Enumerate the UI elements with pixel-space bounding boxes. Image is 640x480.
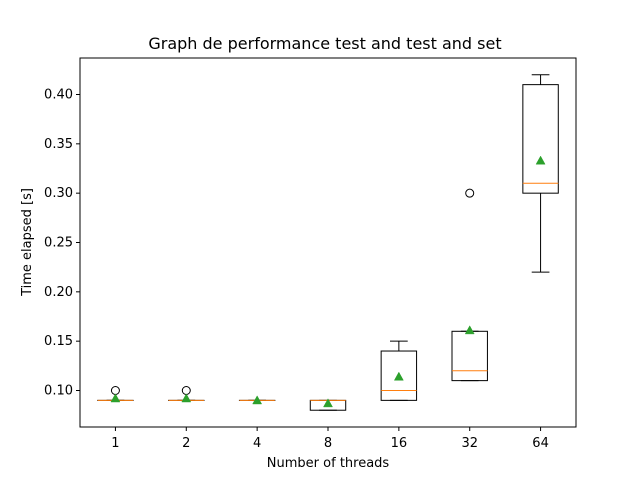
mean-marker bbox=[110, 393, 121, 403]
x-axis-label: Number of threads bbox=[267, 456, 390, 471]
x-tick-label: 4 bbox=[253, 436, 261, 451]
box-iqr bbox=[451, 330, 488, 382]
y-tick-label: 0.25 bbox=[44, 236, 73, 251]
y-tick-label: 0.35 bbox=[44, 137, 73, 152]
y-tick-label: 0.10 bbox=[44, 383, 73, 398]
outlier-point bbox=[465, 188, 475, 198]
mean-marker bbox=[323, 398, 333, 408]
chart-title: Graph de performance test and test and s… bbox=[148, 34, 501, 53]
outlier-point bbox=[110, 385, 120, 395]
x-tick-label: 8 bbox=[324, 436, 332, 451]
y-tick-label: 0.30 bbox=[44, 186, 73, 201]
y-axis-label: Time elapsed [s] bbox=[20, 188, 35, 297]
mean-marker bbox=[535, 155, 546, 165]
y-tick-label: 0.40 bbox=[44, 88, 73, 103]
x-tick-label: 2 bbox=[182, 436, 190, 451]
x-tick-label: 16 bbox=[391, 436, 408, 451]
x-tick-label: 64 bbox=[532, 436, 549, 451]
mean-marker bbox=[464, 325, 475, 335]
x-tick-label: 1 bbox=[111, 436, 119, 451]
x-tick-label: 32 bbox=[461, 436, 478, 451]
mean-marker bbox=[181, 393, 192, 403]
box-iqr bbox=[380, 350, 418, 401]
box-iqr bbox=[522, 84, 559, 194]
y-tick-label: 0.20 bbox=[44, 285, 73, 300]
mean-marker bbox=[252, 395, 263, 405]
outlier-point bbox=[181, 385, 191, 395]
mean-marker bbox=[393, 371, 404, 381]
y-tick-label: 0.15 bbox=[44, 334, 73, 349]
plot-frame bbox=[79, 57, 577, 428]
